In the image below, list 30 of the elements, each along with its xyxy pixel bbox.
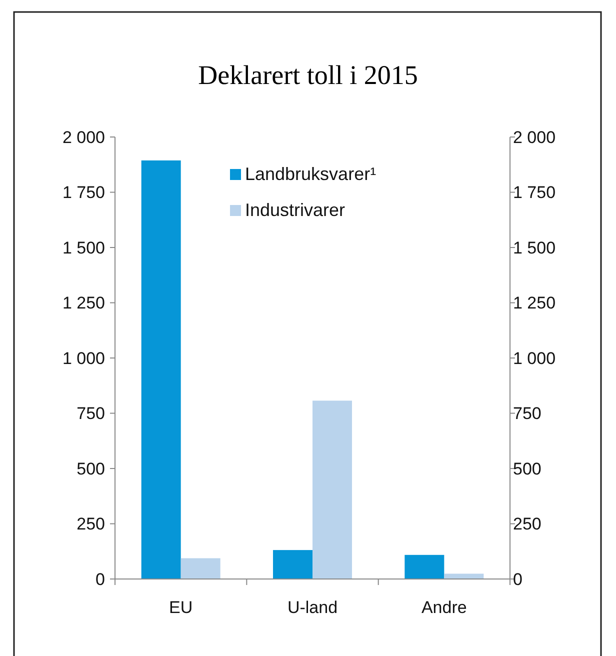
y-tick-label: 750 [76,404,105,424]
x-tick-label: Andre [421,598,467,617]
chart-title: Deklarert toll i 2015 [198,60,418,90]
y-tick-label: 1 500 [62,238,105,258]
y-tick-label: 2 000 [62,128,105,147]
y2-tick-label: 500 [513,459,542,478]
x-tick-label: EU [169,598,193,617]
y2-tick-label: 250 [513,514,542,534]
y-tick-label: 1 000 [62,348,105,368]
bar [404,554,444,579]
y-tick-label: 0 [96,570,105,589]
y-tick-label: 250 [76,514,105,534]
y2-tick-label: 1 250 [513,294,556,313]
bar [180,558,220,579]
legend-label: Landbruksvarer¹ [245,164,376,184]
y2-tick-label: 0 [513,570,522,589]
bar [141,160,181,579]
y-tick-label: 500 [76,459,105,478]
y2-tick-label: 750 [513,404,542,424]
x-tick-label: U-land [287,598,338,617]
y2-tick-label: 1 000 [513,348,556,368]
y2-tick-label: 1 500 [513,238,556,258]
y-tick-label: 1 250 [62,294,105,313]
bar [444,574,484,579]
legend-label: Industrivarer [245,200,346,220]
bar [312,400,352,579]
bar [273,550,312,579]
y2-tick-label: 2 000 [513,128,556,147]
y2-tick-label: 1 750 [513,183,556,202]
y-tick-label: 1 750 [62,183,105,202]
